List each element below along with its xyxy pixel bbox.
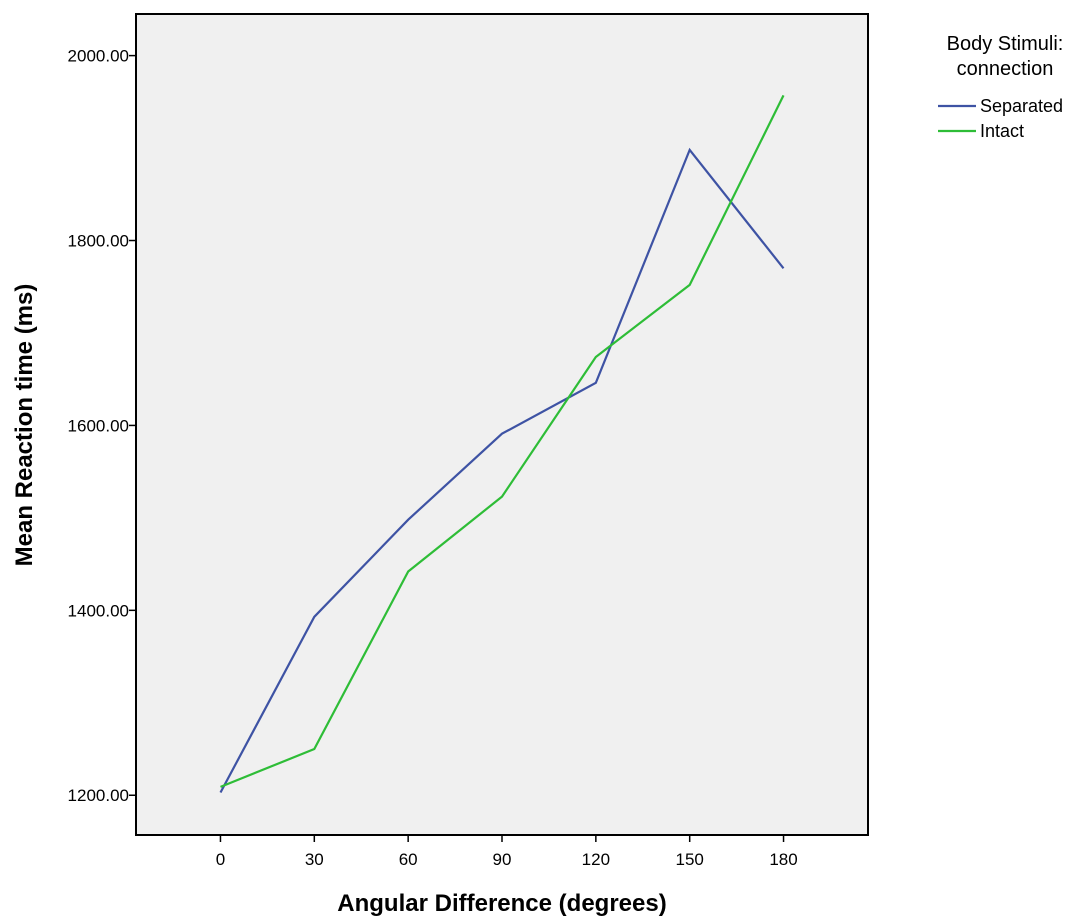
- plot-area: [135, 13, 869, 836]
- y-axis-title: Mean Reaction time (ms): [11, 284, 38, 567]
- y-tick-label: 2000.00: [68, 47, 129, 66]
- y-tick-label: 1800.00: [68, 232, 129, 251]
- y-tick-label: 1400.00: [68, 601, 129, 620]
- x-tick-label: 120: [582, 850, 610, 869]
- x-tick-label: 90: [493, 850, 512, 869]
- y-tick-label: 1200.00: [68, 786, 129, 805]
- x-axis: 0 30 60 90 120 150 180: [216, 835, 798, 869]
- y-tick-label: 1600.00: [68, 416, 129, 435]
- legend-label-intact: Intact: [980, 121, 1024, 141]
- series-line-intact: [220, 94, 785, 788]
- x-tick-label: 0: [216, 850, 225, 869]
- x-axis-title: Angular Difference (degrees): [337, 890, 666, 917]
- series-lines: [219, 94, 785, 794]
- x-tick-label: 60: [399, 850, 418, 869]
- legend: Body Stimuli: connection Separated Intact: [938, 33, 1063, 141]
- legend-label-separated: Separated: [980, 96, 1063, 116]
- legend-title-line-1: Body Stimuli:: [947, 33, 1064, 55]
- series-line-separated: [219, 147, 785, 794]
- x-tick-label: 180: [769, 850, 797, 869]
- legend-title-line-2: connection: [957, 58, 1054, 80]
- legend-items: Separated Intact: [938, 96, 1063, 141]
- y-axis: 1200.00 1400.00 1600.00 1800.00 2000.00: [68, 47, 136, 805]
- x-tick-label: 150: [676, 850, 704, 869]
- x-tick-label: 30: [305, 850, 324, 869]
